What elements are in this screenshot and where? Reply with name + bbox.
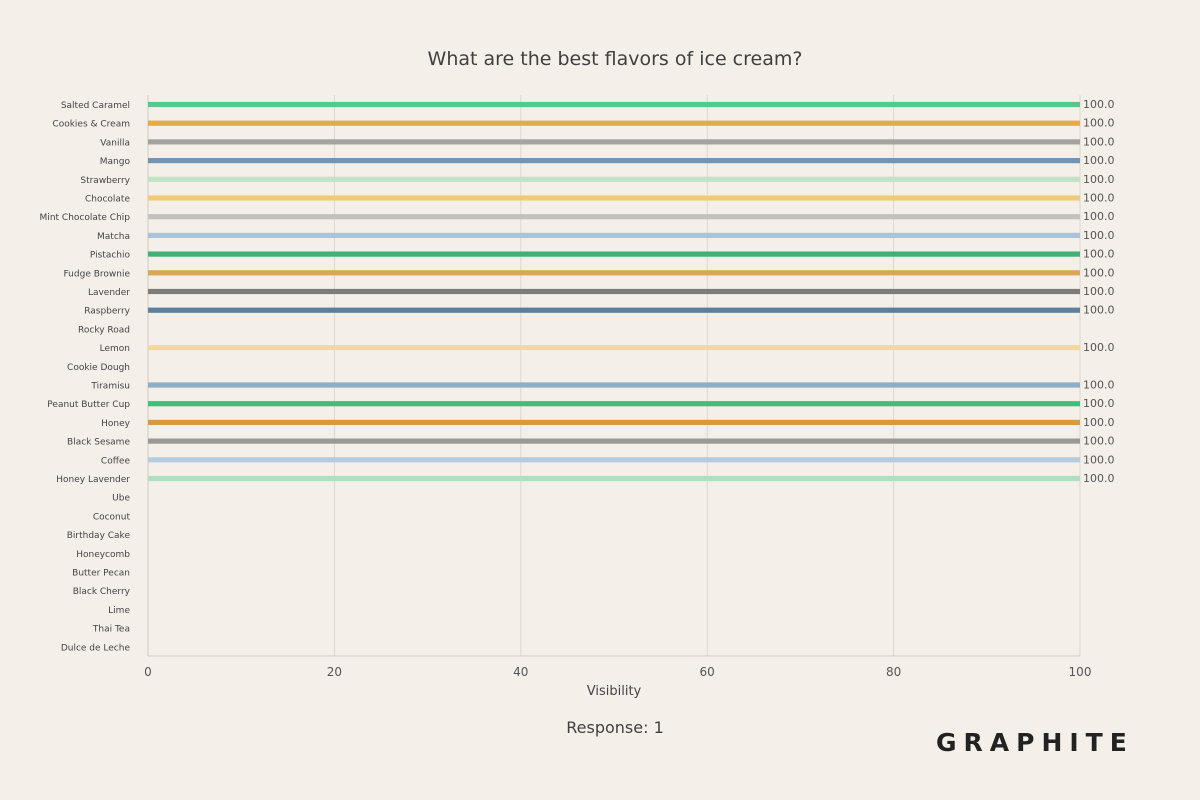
category-label: Chocolate xyxy=(85,195,130,205)
value-label: 100.0 xyxy=(1083,154,1115,167)
category-label: Black Sesame xyxy=(67,438,130,448)
bar xyxy=(148,401,1080,407)
value-label: 100.0 xyxy=(1083,192,1115,205)
value-label: 100.0 xyxy=(1083,135,1115,148)
category-label: Matcha xyxy=(97,232,130,242)
bar xyxy=(148,382,1080,388)
x-tick-label: 20 xyxy=(327,665,342,679)
response-count: Response: 1 xyxy=(566,718,664,737)
category-label: Tiramisu xyxy=(90,382,130,392)
x-axis-title: Visibility xyxy=(587,684,642,699)
value-label: 100.0 xyxy=(1083,248,1115,261)
category-label: Peanut Butter Cup xyxy=(47,400,130,410)
bar xyxy=(148,270,1080,276)
value-label: 100.0 xyxy=(1083,117,1115,130)
bar xyxy=(148,251,1080,257)
bar xyxy=(148,288,1080,295)
bar xyxy=(148,176,1080,182)
bar xyxy=(148,195,1080,201)
category-label: Coconut xyxy=(93,512,131,522)
x-tick-label: 0 xyxy=(144,665,152,679)
x-tick-label: 40 xyxy=(513,665,528,679)
graphite-logo: GRAPHITE xyxy=(936,728,1134,757)
value-label: 100.0 xyxy=(1083,416,1115,429)
bar xyxy=(148,438,1080,444)
category-label: Dulce de Leche xyxy=(61,643,131,653)
category-label: Mango xyxy=(100,157,131,167)
category-label: Raspberry xyxy=(84,307,130,317)
value-label: 100.0 xyxy=(1083,98,1115,111)
category-label: Pistachio xyxy=(90,251,131,261)
category-label: Honey xyxy=(101,419,131,429)
chart-title: What are the best flavors of ice cream? xyxy=(427,48,803,70)
bar xyxy=(148,475,1080,482)
value-label: 100.0 xyxy=(1083,210,1115,223)
bar xyxy=(148,101,1080,108)
category-label: Salted Caramel xyxy=(61,101,130,111)
value-label: 100.0 xyxy=(1083,285,1115,298)
category-label: Vanilla xyxy=(100,138,130,148)
value-label: 100.0 xyxy=(1083,229,1115,242)
category-label: Mint Chocolate Chip xyxy=(40,213,131,223)
category-label: Black Cherry xyxy=(73,587,131,597)
category-label: Strawberry xyxy=(80,176,130,186)
value-label: 100.0 xyxy=(1083,453,1115,466)
value-label: 100.0 xyxy=(1083,472,1115,485)
category-label: Cookie Dough xyxy=(67,363,130,373)
bar xyxy=(148,158,1080,164)
bar xyxy=(148,345,1080,351)
x-tick-label: 100 xyxy=(1069,665,1092,679)
value-label: 100.0 xyxy=(1083,341,1115,354)
value-label: 100.0 xyxy=(1083,379,1115,392)
category-label: Birthday Cake xyxy=(67,531,131,541)
value-label: 100.0 xyxy=(1083,266,1115,279)
bar xyxy=(148,214,1080,220)
category-label: Lime xyxy=(108,606,130,616)
bar xyxy=(148,307,1080,313)
x-tick-label: 80 xyxy=(886,665,901,679)
value-label: 100.0 xyxy=(1083,397,1115,410)
category-label: Thai Tea xyxy=(92,625,130,635)
category-label: Butter Pecan xyxy=(72,569,130,579)
bar xyxy=(148,120,1080,126)
category-label: Fudge Brownie xyxy=(64,269,131,279)
category-label: Lemon xyxy=(100,344,130,354)
category-label: Cookies & Cream xyxy=(52,120,130,130)
bar xyxy=(148,139,1080,145)
category-label: Rocky Road xyxy=(78,325,130,335)
bar xyxy=(148,419,1080,425)
category-label: Honeycomb xyxy=(76,550,130,560)
category-label: Coffee xyxy=(101,456,131,466)
value-label: 100.0 xyxy=(1083,435,1115,448)
bar xyxy=(148,232,1080,238)
value-label: 100.0 xyxy=(1083,173,1115,186)
category-label: Lavender xyxy=(88,288,130,298)
bar xyxy=(148,457,1080,463)
category-label: Honey Lavender xyxy=(56,475,130,485)
category-label: Ube xyxy=(112,494,130,504)
x-tick-label: 60 xyxy=(700,665,715,679)
value-label: 100.0 xyxy=(1083,304,1115,317)
